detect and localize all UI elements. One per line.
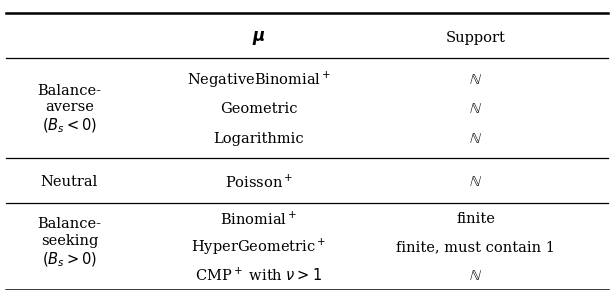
Text: CMP$^+$ with $\nu > 1$: CMP$^+$ with $\nu > 1$ <box>195 267 322 284</box>
Text: Binomial$^+$: Binomial$^+$ <box>220 210 298 228</box>
Text: Logarithmic: Logarithmic <box>214 132 304 146</box>
Text: finite: finite <box>456 212 495 226</box>
Text: $\mathbb{N}$: $\mathbb{N}$ <box>469 102 482 117</box>
Text: Support: Support <box>446 31 505 46</box>
Text: HyperGeometric$^+$: HyperGeometric$^+$ <box>192 237 327 258</box>
Text: Neutral: Neutral <box>41 175 98 189</box>
Text: $\mathbb{N}$: $\mathbb{N}$ <box>469 72 482 87</box>
Text: Geometric: Geometric <box>220 102 298 117</box>
Text: Balance-
seeking
$(B_s > 0)$: Balance- seeking $(B_s > 0)$ <box>37 218 101 269</box>
Text: $\mathbb{N}$: $\mathbb{N}$ <box>469 175 482 189</box>
Text: $\mathbb{N}$: $\mathbb{N}$ <box>469 132 482 146</box>
Text: $\boldsymbol{\mu}$: $\boldsymbol{\mu}$ <box>252 29 266 48</box>
Text: Poisson$^+$: Poisson$^+$ <box>225 173 293 191</box>
Text: $\mathbb{N}$: $\mathbb{N}$ <box>469 269 482 283</box>
Text: finite, must contain 1: finite, must contain 1 <box>396 240 555 254</box>
Text: Balance-
averse
$(B_s < 0)$: Balance- averse $(B_s < 0)$ <box>37 84 101 135</box>
Text: NegativeBinomial$^+$: NegativeBinomial$^+$ <box>187 70 331 90</box>
